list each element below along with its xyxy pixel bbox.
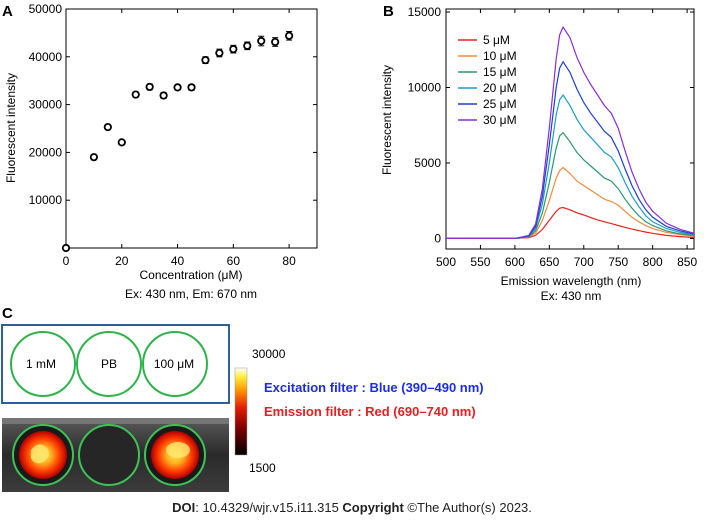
footer-doi-value: : 10.4329/wjr.v15.i11.315 [195,500,343,515]
chart-b-xlabel: Emission wavelength (nm) [501,274,642,288]
chart-a-ytick-label: 20000 [29,145,63,159]
well-pb-ring [78,424,140,486]
chart-a-point [271,37,280,47]
chart-b: 500 550 600 650 700 750 800 850050001000015000 … [380,5,697,303]
chart-b-xtick-label: 600 [505,255,525,269]
chart-a-point [103,122,112,132]
colorbar-min: 1500 [249,461,276,475]
plate-edge [2,418,229,424]
chart-b-legend: 5 μM 10 μM 15 μM 20 μM 25 μM 30 μM [458,33,517,127]
chart-b-ylabel: Fluorescent intensity [380,65,394,175]
chart-b-legend-label: 10 μM [483,49,517,63]
chart-b-xtick-label: 500 [436,255,456,269]
well-1mm-label: 1 mM [26,357,56,371]
chart-a-point [243,41,252,50]
chart-b-ticks: 500 550 600 650 700 750 800 850 0 5000 10000 15000 [408,5,698,269]
chart-b-legend-label: 20 μM [483,81,517,95]
colorbar: 30000 1500 [234,347,286,475]
chart-a-point [145,82,154,92]
chart-a-point [61,243,71,253]
chart-a-points [61,30,294,253]
chart-a-point [201,56,210,65]
well-100um-hotspot [166,442,190,458]
chart-b-series-line [446,25,695,239]
chart-b-series-line [446,131,695,239]
chart-b-ytick-label: 5000 [414,156,441,170]
chart-b-xtick-label: 800 [643,255,663,269]
chart-a-xtick-label: 20 [115,254,129,268]
footer-copyright-value: ©The Author(s) 2023. [403,500,532,515]
chart-a-caption: Ex: 430 nm, Em: 670 nm [125,287,257,301]
chart-a-point [285,31,294,40]
chart-a-xlabel: Concentration (μM) [140,268,243,282]
well-100um-ring [144,424,206,486]
chart-b-xtick-label: 850 [677,255,697,269]
chart-a-point [159,91,168,100]
chart-b-lines [446,25,695,239]
chart-b-legend-label: 25 μM [483,97,517,111]
chart-b-series-line [446,93,695,239]
well-1mm [10,331,76,397]
excitation-filter-text: Excitation filter : Blue (390–490 nm) [264,380,484,395]
chart-b-legend-label: 30 μM [483,113,517,127]
chart-b-xtick-label: 750 [608,255,628,269]
emission-filter-text: Emission filter : Red (690–740 nm) [264,404,476,419]
chart-a-point [229,45,238,54]
well-1mm-ring [12,424,74,486]
well-1mm-hotspot [31,444,50,464]
colorbar-max: 30000 [252,347,286,361]
colorbar-gradient [234,367,248,456]
chart-b-legend-label: 5 μM [483,33,510,47]
chart-a-xtick-label: 80 [282,254,296,268]
chart-b-xtick-label: 700 [574,255,594,269]
chart-a-xtick-label: 0 [63,254,70,268]
chart-b-series-line [446,206,695,239]
chart-a: 0 20 40 60 80 10000 20000 30000 40000 50000 Conce… [4,2,318,301]
chart-b-legend-label: 15 μM [483,65,517,79]
chart-b-caption: Ex: 430 nm [541,289,602,303]
chart-a-ylabel: Fluorescent intensity [4,73,18,183]
well-pb [76,331,142,397]
panel-c-label: C [2,305,13,322]
chart-a-point [131,90,140,99]
chart-a-point [187,83,196,92]
well-100um-label: 100 μM [154,357,194,371]
chart-b-frame [445,8,695,250]
chart-a-ticks: 0 20 40 60 80 10000 20000 30000 40000 50000 [29,2,317,268]
panel-b-label: B [383,3,394,20]
footer-doi-label: DOI [172,500,196,515]
well-pb-dark [79,425,139,485]
well-diagram: 1 mM PB 100 μM [1,324,230,404]
chart-b-ytick-label: 0 [434,231,441,245]
chart-a-ytick-label: 30000 [29,98,63,112]
chart-a-xtick-label: 40 [171,254,185,268]
chart-b-xtick-label: 650 [539,255,559,269]
chart-a-point [257,36,266,46]
chart-a-xtick-label: 60 [227,254,241,268]
well-pb-label: PB [101,357,117,371]
footer: DOI: 10.4329/wjr.v15.i11.315 Copyright ©… [0,500,704,515]
chart-a-point [173,83,182,92]
chart-a-ytick-label: 40000 [29,50,63,64]
chart-b-ytick-label: 10000 [408,80,442,94]
chart-a-point [89,153,98,162]
well-100um [142,331,208,397]
chart-a-point [215,48,224,58]
chart-a-ytick-label: 50000 [29,2,63,16]
chart-a-point [117,138,126,147]
chart-b-ytick-label: 15000 [408,5,442,19]
footer-copyright-label: Copyright [342,500,404,515]
panel-a-label: A [2,3,13,20]
chart-b-series-line [446,166,695,239]
chart-a-ytick-label: 10000 [29,193,63,207]
chart-a-frame [65,8,318,249]
chart-b-xtick-label: 550 [470,255,490,269]
fluorescence-image [2,418,229,492]
